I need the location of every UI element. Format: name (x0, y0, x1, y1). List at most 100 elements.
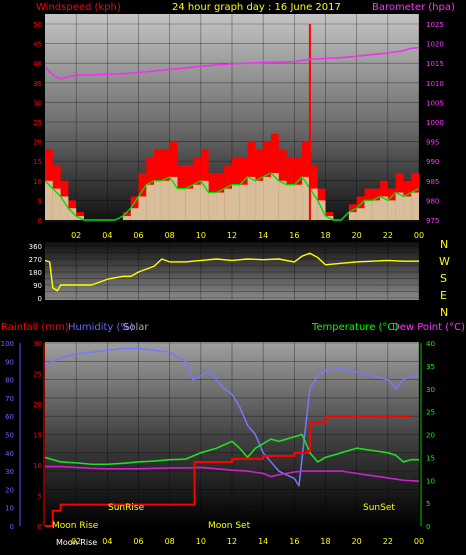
baro-y-tick: 985 (426, 178, 439, 186)
temperature-y-tick: 35 (426, 363, 435, 371)
wind-avg-bar (263, 176, 271, 220)
wind-avg-bar (68, 208, 77, 220)
compass-letters: N W S E N (439, 238, 450, 319)
compass-n-top: N (440, 238, 448, 251)
wind-y-tick: 50 (33, 21, 42, 29)
x-tick-label: 12 (227, 231, 237, 240)
temperature-y-tick: 5 (426, 500, 430, 508)
wind-average-line (44, 172, 420, 221)
rain-y-tick: 5 (38, 493, 42, 501)
baro-y-tick: 990 (426, 158, 439, 166)
wind-avg-bar (60, 196, 69, 220)
wind-avg-bar (161, 180, 170, 220)
wind-panel-marks (44, 24, 420, 221)
wind-avg-bar (403, 196, 412, 220)
temperature-y-tick: 20 (426, 432, 435, 440)
moonset-label: Moon Set (208, 521, 251, 531)
wind-y-tick: 5 (38, 197, 42, 205)
sunset-label: SunSet (363, 503, 395, 513)
compass-e: E (440, 289, 447, 302)
wind-avg-bar (309, 188, 318, 220)
rainfall-axis-label: Rainfall (mm) (1, 322, 69, 333)
x-tick-label: 08 (165, 231, 175, 240)
humidity-y-tick: 10 (5, 505, 14, 513)
moonrise-bottom-label: Moon Rise (56, 538, 97, 547)
wind-avg-bar (372, 200, 381, 220)
graph-title: 24 hour graph day : 16 June 2017 (172, 2, 341, 13)
baro-y-tick: 975 (426, 217, 439, 225)
x-tick-label: 10 (196, 231, 206, 240)
wind-avg-bar (395, 192, 404, 220)
wind-direction-line (44, 252, 419, 292)
humidity-y-tick: 90 (5, 358, 14, 366)
temperature-line (44, 433, 419, 466)
wind-avg-bar (278, 180, 287, 220)
wind-y-tick: 10 (33, 178, 42, 186)
humidity-line (44, 347, 419, 487)
wind-avg-bar (154, 180, 162, 220)
rainfall-line (45, 415, 412, 527)
humidity-y-tick: 80 (5, 377, 14, 385)
x-tick-label: 20 (352, 537, 362, 546)
wind-avg-bar (247, 176, 256, 220)
humidity-y-tick: 0 (10, 523, 14, 531)
x-tick-label: 06 (133, 231, 143, 240)
wind-avg-bar (185, 188, 194, 220)
wind-avg-bar (411, 192, 419, 220)
temperature-y-tick: 15 (426, 454, 435, 462)
x-tick-label: 04 (102, 537, 112, 546)
x-tick-label: 08 (165, 537, 175, 546)
x-tick-label: 04 (102, 231, 112, 240)
windspeed-axis-label: Windspeed (kph) (36, 2, 121, 13)
wind-avg-bar (200, 180, 209, 220)
direction-panel-marks (44, 252, 419, 292)
x-tick-label: 00 (414, 231, 424, 240)
direction-panel-grid (45, 242, 420, 300)
humidity-y-tick: 50 (5, 432, 14, 440)
baro-y-tick: 1010 (426, 80, 444, 88)
x-tick-label: 02 (71, 537, 81, 546)
x-tick-label: 16 (289, 231, 299, 240)
temperature-y-tick: 40 (426, 340, 435, 348)
direction-y-tick: 90 (33, 282, 42, 290)
wind-y-tick: 30 (33, 99, 42, 107)
wind-avg-bar (239, 184, 248, 220)
rain-y-tick: 0 (38, 523, 42, 531)
solar-axis-label: Solar (123, 322, 149, 333)
wind-avg-bar (232, 184, 240, 220)
direction-y-tick: 360 (29, 243, 42, 251)
temperature-y-tick: 25 (426, 409, 435, 417)
wind-y-tick: 35 (33, 80, 42, 88)
x-tick-label: 00 (414, 537, 424, 546)
baro-y-tick: 1025 (426, 21, 444, 29)
wind-avg-bar (224, 188, 232, 220)
temperature-y-tick: 30 (426, 386, 435, 394)
wind-y-tick: 45 (33, 41, 42, 49)
wind-y-tick: 20 (33, 139, 42, 147)
compass-w: W (439, 255, 450, 268)
x-tick-label: 12 (227, 537, 237, 546)
moonrise-label: Moon Rise (52, 521, 99, 531)
rain-y-tick: 20 (33, 401, 42, 409)
x-tick-label: 10 (196, 537, 206, 546)
temperature-axis-label: Temperature (°C) (311, 322, 398, 333)
baro-y-tick: 1000 (426, 119, 444, 127)
wind-y-tick: 25 (33, 119, 42, 127)
baro-y-tick: 980 (426, 197, 439, 205)
baro-y-tick: 995 (426, 139, 439, 147)
wind-avg-bar (52, 188, 61, 220)
wind-avg-bar (317, 200, 326, 220)
wind-avg-bar (208, 192, 217, 220)
wind-avg-bar (302, 176, 310, 220)
baro-y-tick: 1005 (426, 99, 444, 107)
wind-avg-bar (270, 172, 279, 220)
humidity-y-tick: 40 (5, 450, 14, 458)
humidity-y-tick: 100 (1, 340, 14, 348)
temperature-panel-marks (44, 347, 420, 527)
humidity-y-tick: 30 (5, 468, 14, 476)
x-tick-label: 14 (258, 231, 268, 240)
axis-ticks: 02 04 06 08 10 12 14 16 18 20 22 000510152025303540… (1, 21, 444, 546)
wind-avg-bar (169, 176, 178, 220)
wind-bar (356, 196, 365, 220)
